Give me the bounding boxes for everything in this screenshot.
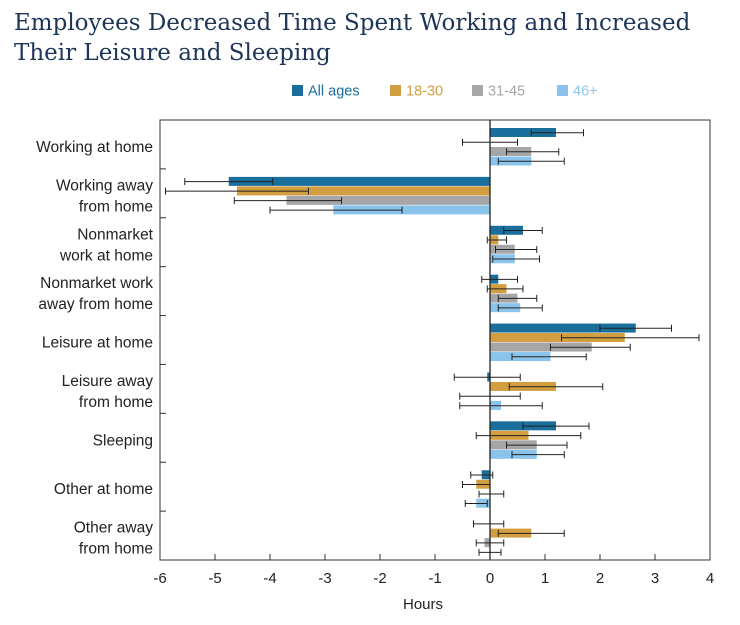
x-tick-label: 1 (541, 570, 549, 587)
legend-swatch-46 (557, 85, 568, 96)
legend-item-all-ages: All ages (292, 84, 360, 100)
error-bar-all-ages-leisure-at-home (599, 324, 672, 332)
bar-31-45-leisure-at-home (490, 342, 592, 352)
legend-label-all-ages: All ages (308, 84, 360, 100)
y-tick-label-leisure-at-home: Leisure at home (42, 335, 153, 352)
legend-swatch-all-ages (292, 85, 303, 96)
error-bar-18-30-working-away-from-home (165, 187, 309, 195)
chart-title-line-1: Employees Decreased Time Spent Working a… (14, 10, 691, 36)
x-tick-label: 2 (596, 570, 604, 587)
error-bar-all-ages-working-away-from-home (184, 178, 274, 186)
x-tick-label: -2 (373, 570, 386, 587)
error-bar-all-ages-nonmarket-work-at-home (503, 227, 543, 235)
x-tick-label: -1 (428, 570, 441, 587)
error-bar-31-45-nonmarket-work-away-from-home (497, 294, 538, 302)
error-bar-46-sleeping (511, 451, 565, 459)
y-tick-label-leisure-away-from-home: from home (79, 394, 153, 411)
error-bar-18-30-nonmarket-work-away-from-home (486, 285, 524, 293)
error-bar-46-leisure-away-from-home (459, 402, 543, 410)
y-tick-label-nonmarket-work-at-home: work at home (59, 247, 153, 264)
bar-all-ages-leisure-at-home (490, 323, 636, 333)
x-tick-label: -4 (263, 570, 276, 587)
error-bar-31-45-sleeping (506, 441, 568, 449)
error-bar-31-45-working-at-home (506, 148, 560, 156)
y-tick-label-working-away-from-home: from home (79, 198, 153, 215)
error-bar-31-45-other-at-home (478, 490, 505, 498)
chart-title: Employees Decreased Time Spent Working a… (14, 8, 724, 68)
y-tick-label-sleeping: Sleeping (93, 432, 153, 449)
error-bar-46-nonmarket-work-at-home (492, 255, 540, 263)
y-tick-label-working-at-home: Working at home (36, 139, 153, 156)
bar-18-30-working-away-from-home (237, 186, 490, 196)
error-bar-all-ages-sleeping (522, 422, 590, 430)
error-bar-31-45-working-away-from-home (233, 197, 342, 205)
x-tick-label: -6 (153, 570, 166, 587)
error-bar-31-45-nonmarket-work-at-home (495, 246, 538, 254)
legend-item-31-45: 31-45 (472, 84, 525, 100)
x-tick-label: 4 (706, 570, 714, 587)
error-bar-all-ages-other-away-from-home (473, 520, 505, 528)
error-bar-46-working-away-from-home (269, 206, 403, 214)
x-tick-label: 0 (486, 570, 494, 587)
bar-18-30-leisure-at-home (490, 333, 625, 343)
x-axis: -6 -5 -4 -3 -2 -1 0 1 2 3 4 Hours (153, 554, 714, 613)
y-tick-label-nonmarket-work-away-from-home: away from home (38, 296, 153, 313)
x-axis-label: Hours (403, 596, 443, 613)
error-bar-46-nonmarket-work-away-from-home (497, 304, 543, 312)
y-tick-label-nonmarket-work-at-home: Nonmarket (77, 226, 153, 243)
legend-swatch-31-45 (472, 85, 483, 96)
y-tick-label-leisure-away-from-home: Leisure away (62, 373, 154, 390)
y-tick-label-working-away-from-home: Working away (56, 177, 153, 194)
legend-label-18-30: 18-30 (406, 84, 443, 100)
error-bar-18-30-sleeping (475, 432, 582, 440)
legend: All ages 18-30 31-45 46+ (292, 84, 598, 100)
y-tick-label-other-away-from-home: Other away (74, 520, 154, 537)
error-bar-18-30-other-away-from-home (497, 529, 565, 537)
plot-frame (159, 119, 711, 561)
y-tick-label-other-at-home: Other at home (54, 481, 153, 498)
y-tick-label-nonmarket-work-away-from-home: Nonmarket work (40, 275, 153, 292)
y-tick-label-other-away-from-home: from home (79, 541, 153, 558)
legend-swatch-18-30 (390, 85, 401, 96)
bar-31-45-working-away-from-home (286, 195, 490, 205)
bar-46-working-away-from-home (333, 205, 490, 215)
error-bar-all-ages-other-at-home (470, 471, 494, 479)
error-bar-46-leisure-at-home (511, 353, 587, 361)
x-tick-label: -3 (318, 570, 331, 587)
error-bar-18-30-leisure-away-from-home (508, 383, 604, 391)
x-tick-label: 3 (651, 570, 659, 587)
legend-label-46: 46+ (573, 84, 598, 100)
y-axis: Working at home Working away from home Nonm… (36, 139, 166, 558)
bar-all-ages-working-away-from-home (228, 176, 490, 186)
legend-item-18-30: 18-30 (390, 84, 443, 100)
x-tick-label: -5 (208, 570, 221, 587)
legend-item-46: 46+ (557, 84, 598, 100)
error-bar-all-ages-leisure-away-from-home (453, 373, 521, 381)
error-bar-all-ages-nonmarket-work-away-from-home (481, 275, 518, 283)
error-bar-46-working-at-home (497, 157, 565, 165)
chart-title-line-2: Their Leisure and Sleeping (14, 40, 331, 66)
error-bar-46-other-at-home (464, 499, 488, 507)
plot-area (159, 119, 711, 561)
error-bar-31-45-leisure-at-home (550, 343, 631, 351)
legend-label-31-45: 31-45 (488, 84, 525, 100)
error-bar-18-30-leisure-at-home (561, 334, 700, 342)
bar-all-ages-working-at-home (490, 128, 556, 137)
error-bar-all-ages-working-at-home (530, 129, 584, 137)
